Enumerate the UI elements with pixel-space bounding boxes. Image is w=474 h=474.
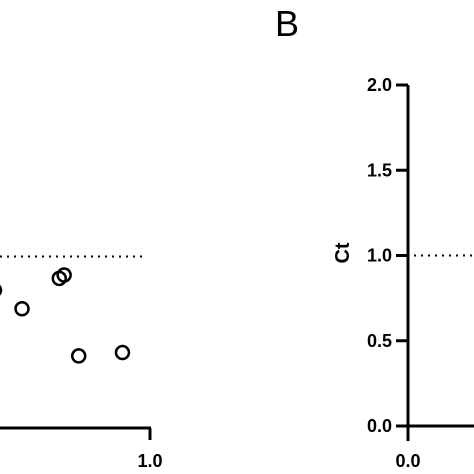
panel-b-y-tick-label: 0.0 [367,416,392,436]
data-point [0,284,3,296]
data-point [56,267,72,283]
panel-b-label: B [275,3,299,44]
panel-b-ylabel: Ct [332,242,354,263]
panel-b-y-tick-label: 0.5 [367,331,392,351]
panel-a-x-tick-label: 1.0 [137,451,162,471]
panel-b: B Ct 0.0 0.5 1.0 1.5 2.0 0.0 [275,3,474,471]
panel-a: 1.0 [0,255,163,471]
data-point [14,300,30,317]
panel-b-y-tick-label: 2.0 [367,75,392,95]
data-point [70,348,87,364]
panel-b-y-tick-label: 1.5 [367,160,392,180]
data-point [114,344,131,361]
panel-b-y-tick-label: 1.0 [367,246,392,266]
panel-b-x-tick-label: 0.0 [395,451,420,471]
